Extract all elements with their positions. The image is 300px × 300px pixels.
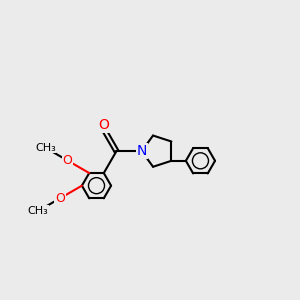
Text: O: O <box>62 154 72 167</box>
Text: N: N <box>136 144 147 158</box>
Text: CH₃: CH₃ <box>28 206 49 216</box>
Text: O: O <box>55 192 65 205</box>
Text: O: O <box>98 118 109 132</box>
Text: CH₃: CH₃ <box>35 143 56 153</box>
Text: N: N <box>136 144 147 158</box>
